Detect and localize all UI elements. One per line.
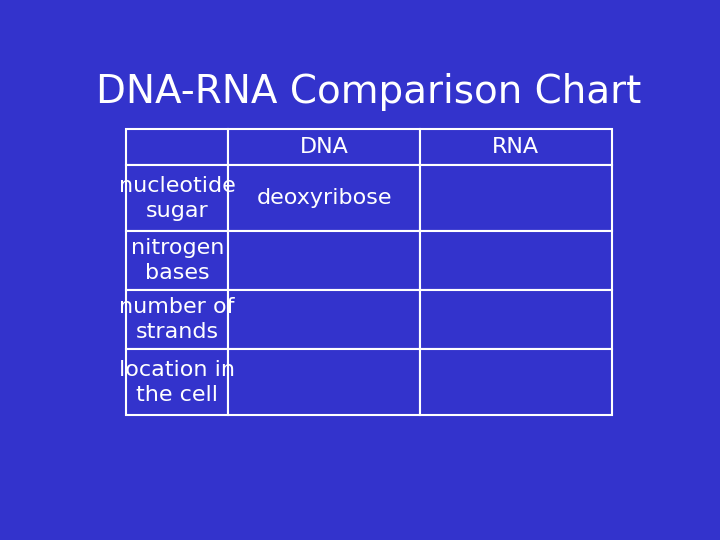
Bar [126, 290, 228, 349]
Bar [228, 129, 420, 165]
Bar [126, 349, 228, 415]
Text: DNA-RNA Comparison Chart: DNA-RNA Comparison Chart [96, 73, 642, 111]
Text: location in
the cell: location in the cell [120, 360, 235, 404]
Bar [420, 165, 612, 231]
Bar [228, 349, 420, 415]
Text: nitrogen
bases: nitrogen bases [130, 238, 224, 283]
Bar [420, 129, 612, 165]
Bar [228, 165, 420, 231]
Bar [420, 231, 612, 290]
Text: deoxyribose: deoxyribose [256, 188, 392, 208]
Text: nucleotide
sugar: nucleotide sugar [119, 176, 235, 221]
Bar [228, 290, 420, 349]
Bar [126, 231, 228, 290]
Text: number of
strands: number of strands [120, 298, 235, 342]
Bar [228, 231, 420, 290]
Text: RNA: RNA [492, 137, 539, 157]
Bar [126, 129, 228, 165]
Text: DNA: DNA [300, 137, 348, 157]
Bar [126, 165, 228, 231]
Bar [420, 290, 612, 349]
Bar [420, 349, 612, 415]
